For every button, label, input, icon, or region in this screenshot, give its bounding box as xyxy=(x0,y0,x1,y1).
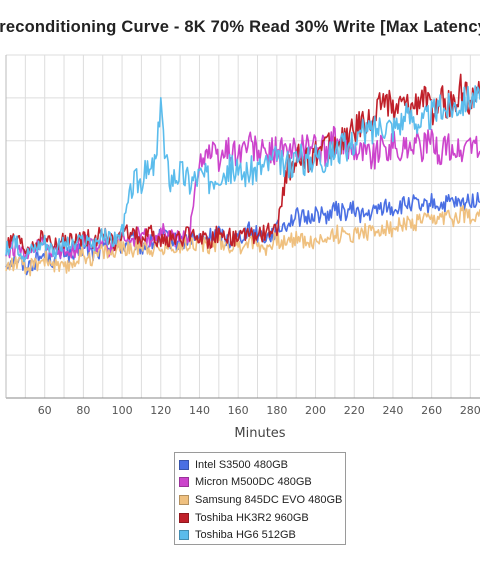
legend: Intel S3500 480GB Micron M500DC 480GB Sams… xyxy=(174,452,346,545)
series-line-4 xyxy=(5,73,480,255)
x-tick-label: 280 xyxy=(460,404,480,417)
legend-item: Toshiba HG6 512GB xyxy=(179,526,341,544)
legend-swatch xyxy=(179,459,189,470)
legend-item: Samsung 845DC EVO 480GB xyxy=(179,491,343,509)
series-line-3 xyxy=(5,205,480,277)
x-tick-labels: 60 80 100 120 140 160 180 200 220 240 260 280 xyxy=(38,404,480,417)
legend-label: Intel S3500 480GB xyxy=(195,458,288,471)
x-tick-label: 260 xyxy=(421,404,442,417)
legend-swatch xyxy=(179,494,189,505)
x-tick-label: 220 xyxy=(344,404,365,417)
legend-swatch xyxy=(179,477,189,488)
series-line-1 xyxy=(5,192,480,276)
legend-label: Toshiba HK3R2 960GB xyxy=(195,511,309,524)
x-tick-label: 240 xyxy=(382,404,403,417)
legend-label: Micron M500DC 480GB xyxy=(195,476,312,489)
legend-item: Micron M500DC 480GB xyxy=(179,474,341,492)
x-tick-label: 200 xyxy=(305,404,326,417)
legend-item: Intel S3500 480GB xyxy=(179,456,341,474)
legend-swatch xyxy=(179,512,189,523)
x-tick-label: 100 xyxy=(112,404,133,417)
x-tick-label: 160 xyxy=(228,404,249,417)
grid-layer xyxy=(5,54,480,399)
x-tick-label: 180 xyxy=(266,404,287,417)
x-tick-label: 80 xyxy=(76,404,90,417)
legend-item: Toshiba HK3R2 960GB xyxy=(179,509,341,527)
series-line-5 xyxy=(5,85,480,263)
legend-label: Samsung 845DC EVO 480GB xyxy=(195,493,343,506)
x-tick-label: 60 xyxy=(38,404,52,417)
chart-title: Preconditioning Curve - 8K 70% Read 30% … xyxy=(0,18,480,36)
x-axis-title: Minutes xyxy=(234,426,285,441)
x-tick-label: 120 xyxy=(150,404,171,417)
x-tick-label: 140 xyxy=(189,404,210,417)
legend-swatch xyxy=(179,530,189,541)
series-layer xyxy=(5,73,480,277)
legend-label: Toshiba HG6 512GB xyxy=(195,529,296,542)
